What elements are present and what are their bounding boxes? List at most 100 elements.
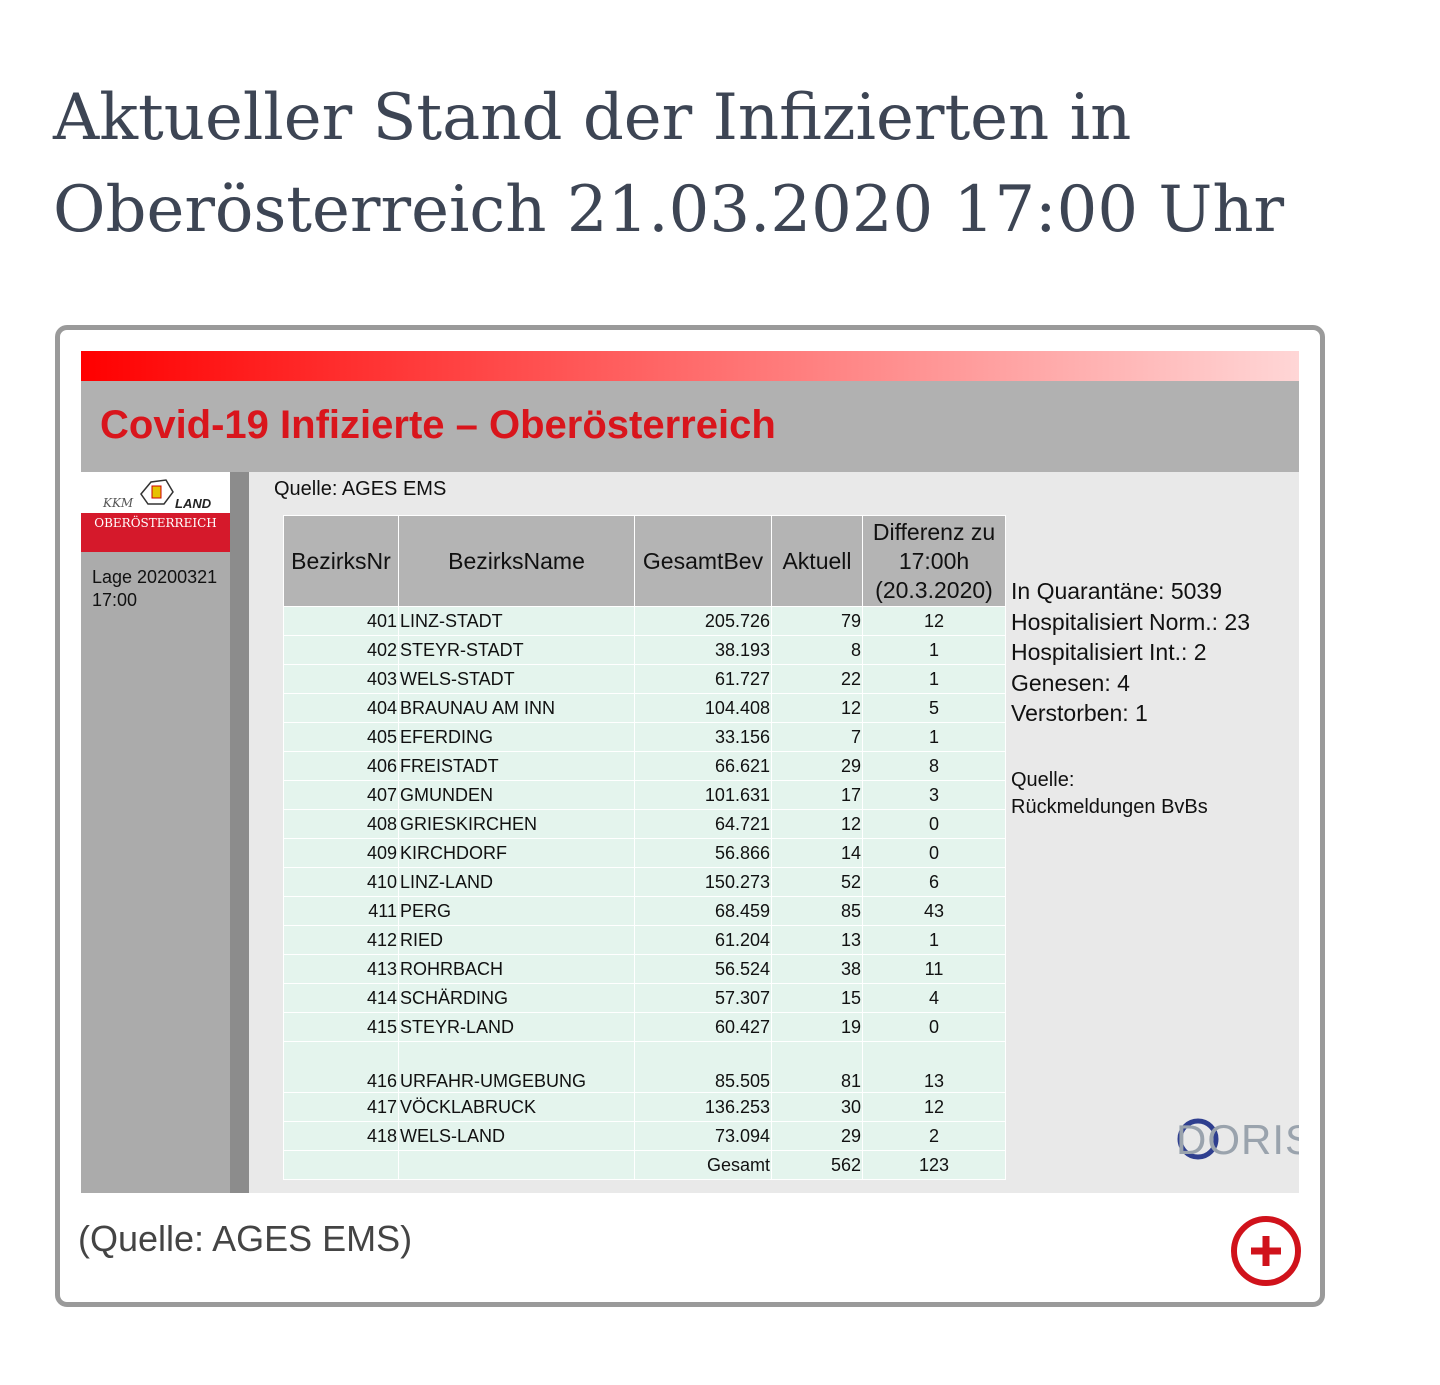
column-header: BezirksName: [398, 515, 635, 607]
table-cell: 1: [862, 664, 1006, 694]
total-cell: 123: [862, 1150, 1006, 1180]
table-row: 403 WELS-STADT 61.727 22 1: [283, 664, 1006, 694]
table-cell: 60.427: [634, 1012, 772, 1042]
table-row: 418 WELS-LAND 73.094 29 2: [283, 1121, 1006, 1151]
table-cell: 411: [283, 896, 399, 926]
table-cell: 415: [283, 1012, 399, 1042]
info-line: In Quarantäne: 5039: [1011, 578, 1222, 604]
table-cell: WELS-LAND: [398, 1121, 635, 1151]
logo-band: OBERÖSTERREICH: [81, 513, 230, 552]
table-cell: 416: [283, 1041, 399, 1093]
total-row: Gesamt 562 123: [283, 1150, 1006, 1180]
lage-text: Lage 20200321 17:00: [92, 566, 217, 612]
table-cell: 38: [771, 954, 863, 984]
table-cell: 404: [283, 693, 399, 723]
slide-title: Covid-19 Infizierte – Oberösterreich: [100, 403, 776, 447]
table-cell: 417: [283, 1092, 399, 1122]
data-table: BezirksNr BezirksName GesamtBev Aktuell Diff…: [283, 515, 1006, 1180]
table-cell: 136.253: [634, 1092, 772, 1122]
table-row: 409 KIRCHDORF 56.866 14 0: [283, 838, 1006, 868]
table-cell: 29: [771, 751, 863, 781]
table-cell: 402: [283, 635, 399, 665]
source-line: Quelle:: [1011, 769, 1075, 791]
table-row: 417 VÖCKLABRUCK 136.253 30 12: [283, 1092, 1006, 1122]
table-row: 411 PERG 68.459 85 43: [283, 896, 1006, 926]
logo-crest: [140, 479, 174, 505]
info-line: Hospitalisiert Int.: 2: [1011, 639, 1207, 665]
table-cell: ROHRBACH: [398, 954, 635, 984]
header-line: (20.3.2020): [875, 576, 993, 603]
table-cell: 85.505: [634, 1041, 772, 1093]
table-cell: 1: [862, 722, 1006, 752]
table-cell: 104.408: [634, 693, 772, 723]
source: Quelle: AGES EMS: [274, 478, 447, 500]
table-row: 406 FREISTADT 66.621 29 8: [283, 751, 1006, 781]
table-cell: 13: [862, 1041, 1006, 1093]
table-cell: 33.156: [634, 722, 772, 752]
table-cell: 5: [862, 693, 1006, 723]
table-cell: BRAUNAU AM INN: [398, 693, 635, 723]
table-row: 404 BRAUNAU AM INN 104.408 12 5: [283, 693, 1006, 723]
table-row: 413 ROHRBACH 56.524 38 11: [283, 954, 1006, 984]
logo-text: LAND: [175, 496, 212, 511]
caption: (Quelle: AGES EMS): [78, 1218, 413, 1259]
table-cell: 38.193: [634, 635, 772, 665]
table-cell: 150.273: [634, 867, 772, 897]
table-cell: 2: [862, 1121, 1006, 1151]
figure-card: [55, 325, 1325, 1307]
table-cell: 12: [771, 693, 863, 723]
table-cell: EFERDING: [398, 722, 635, 752]
total-label: Gesamt: [634, 1150, 772, 1180]
table-row: 410 LINZ-LAND 150.273 52 6: [283, 867, 1006, 897]
table-cell: 57.307: [634, 983, 772, 1013]
table-cell: 0: [862, 1012, 1006, 1042]
table-cell: 1: [862, 635, 1006, 665]
table-cell: 405: [283, 722, 399, 752]
column-header: Aktuell: [771, 515, 863, 607]
table-cell: PERG: [398, 896, 635, 926]
table-cell: 68.459: [634, 896, 772, 926]
table-cell: 29: [771, 1121, 863, 1151]
table-cell: 403: [283, 664, 399, 694]
table-cell: 19: [771, 1012, 863, 1042]
table-cell: 56.866: [634, 838, 772, 868]
table-cell: 17: [771, 780, 863, 810]
table-cell: 52: [771, 867, 863, 897]
table-cell: GMUNDEN: [398, 780, 635, 810]
table-cell: URFAHR-UMGEBUNG: [398, 1041, 635, 1093]
table-cell: 15: [771, 983, 863, 1013]
lage-line: Lage 20200321: [92, 567, 218, 587]
source-line: Rückmeldungen BvBs: [1011, 796, 1208, 818]
logo-text: KKM: [103, 496, 134, 510]
table-cell: 401: [283, 606, 399, 636]
table-row: 414 SCHÄRDING 57.307 15 4: [283, 983, 1006, 1013]
table-cell: 61.204: [634, 925, 772, 955]
table-cell: 73.094: [634, 1121, 772, 1151]
slide-image[interactable]: Covid-19 Infizierte – Oberösterreich KKM…: [81, 351, 1299, 1193]
table-cell: RIED: [398, 925, 635, 955]
table-cell: [398, 1150, 635, 1180]
stripe: [230, 472, 249, 1193]
table-cell: 414: [283, 983, 399, 1013]
table-cell: 12: [862, 1092, 1006, 1122]
side-info: In Quarantäne: 5039 Hospitalisiert Norm.:…: [1011, 576, 1250, 729]
lage-line: 17:00: [92, 590, 138, 610]
red-bar: [81, 351, 1299, 381]
table-cell: WELS-STADT: [398, 664, 635, 694]
table-cell: 11: [862, 954, 1006, 984]
expand-button[interactable]: [1230, 1216, 1304, 1288]
info-line: Hospitalisiert Norm.: 23: [1011, 608, 1251, 635]
info-line: Verstorben: 1: [1011, 700, 1148, 726]
table-cell: GRIESKIRCHEN: [398, 809, 635, 839]
table-cell: 406: [283, 751, 399, 781]
table-cell: 66.621: [634, 751, 772, 781]
table-cell: SCHÄRDING: [398, 983, 635, 1013]
table-cell: 30: [771, 1092, 863, 1122]
table-cell: KIRCHDORF: [398, 838, 635, 868]
table-cell: 43: [862, 896, 1006, 926]
table-cell: 64.721: [634, 809, 772, 839]
table-cell: 81: [771, 1041, 863, 1093]
table-cell: 22: [771, 664, 863, 694]
table-cell: 407: [283, 780, 399, 810]
